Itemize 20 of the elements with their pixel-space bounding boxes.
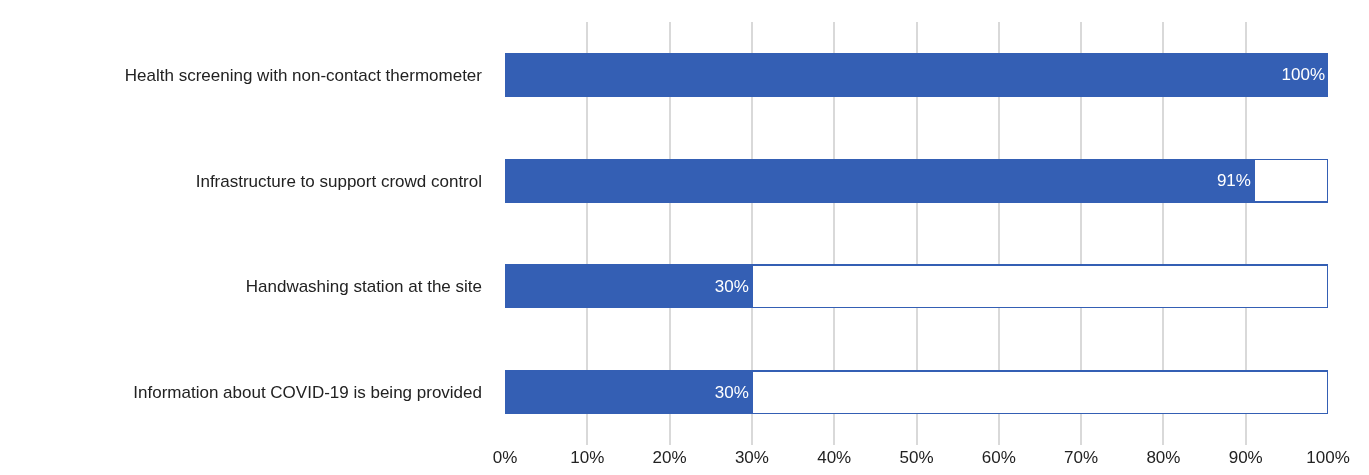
- x-tick-label: 100%: [1306, 448, 1350, 467]
- x-tick-label: 20%: [652, 448, 687, 467]
- x-tick-label: 80%: [1146, 448, 1181, 467]
- x-tick-label: 90%: [1228, 448, 1263, 467]
- y-tick-label: Infrastructure to support crowd control: [195, 171, 482, 191]
- x-tick-label: 10%: [570, 448, 605, 467]
- data-label: 30%: [714, 276, 749, 296]
- x-tick-label: 60%: [981, 448, 1016, 467]
- bar: [505, 52, 1328, 97]
- y-tick-label: Handwashing station at the site: [245, 277, 482, 297]
- x-tick-label: 40%: [817, 448, 852, 467]
- x-tick-label: 70%: [1064, 448, 1099, 467]
- y-tick-label: Information about COVID-19 is being provided: [133, 383, 482, 403]
- data-label: 100%: [1281, 65, 1325, 85]
- data-label: 30%: [714, 382, 749, 402]
- x-tick-label: 0%: [492, 448, 518, 467]
- data-label: 91%: [1216, 171, 1251, 191]
- x-tick-label: 50%: [899, 448, 934, 467]
- x-tick-label: 30%: [734, 448, 769, 467]
- y-tick-label: Health screening with non-contact thermometer: [124, 65, 483, 85]
